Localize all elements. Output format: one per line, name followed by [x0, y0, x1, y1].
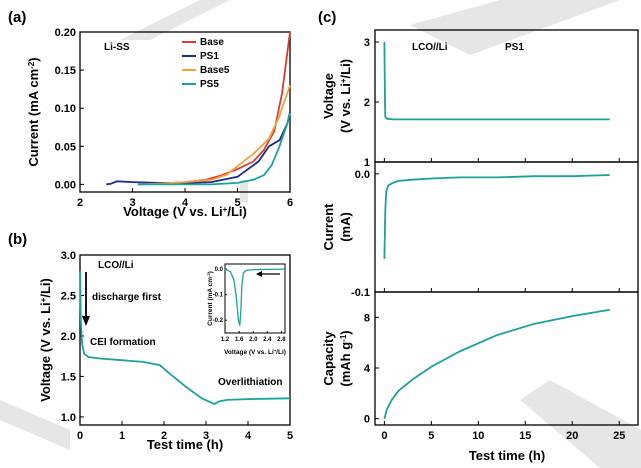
annotation-discharge-first: discharge first [92, 292, 162, 303]
x-tick-label: 2 [161, 430, 167, 442]
y-tick-label: 1 [364, 157, 370, 169]
x-tick-label: 20 [566, 430, 578, 442]
y-tick-label: 3.0 [61, 250, 76, 262]
annotation-li-ss: Li-SS [104, 42, 130, 53]
x-tick-label: 1 [119, 430, 125, 442]
legend-label: Base [200, 37, 224, 48]
inset-series-line [224, 268, 286, 326]
series-line-ps1 [106, 111, 291, 186]
x-tick-label: 10 [472, 430, 484, 442]
series-line-base5 [137, 85, 291, 186]
inset-x-tick-label: 1.6 [235, 337, 244, 343]
y-tick-label: 1.5 [61, 371, 76, 383]
watermark-shape [240, 180, 248, 202]
y-axis-title: Voltage [321, 73, 336, 119]
inset-y-tick-label: 0.0 [215, 267, 224, 273]
x-tick-label: 2 [77, 197, 83, 209]
panel-label: (c) [318, 9, 336, 26]
inset-y-tick-label: -0.1 [213, 293, 224, 299]
series-line-lco-li [79, 271, 291, 405]
y-axis-title-unit: (V vs. Li+/Li) [338, 59, 353, 133]
y-tick-label: -0.1 [351, 287, 370, 299]
legend-label: PS1 [200, 51, 219, 62]
y-tick-label: 8 [364, 312, 370, 324]
watermark-shape [520, 380, 641, 468]
x-tick-label: 5 [428, 430, 434, 442]
discharge-arrow-head [82, 316, 90, 326]
annotation-cei-formation: CEI formation [90, 337, 156, 348]
panel-c: (c) 1 2 3 Voltage (V vs. Li+/Li) 0.0 -0.1 Curren… [318, 9, 639, 463]
inset-y-axis-title: Current (mA cm-2) [206, 271, 215, 326]
x-tick-label: 15 [519, 430, 531, 442]
y-tick-label: 0.10 [55, 103, 76, 115]
y-axis-title-unit: (mAh g-1) [338, 330, 353, 386]
annotation-lco-li: LCO//Li [412, 42, 448, 53]
y-tick-label: 4 [364, 363, 371, 375]
series-line-voltage [383, 41, 610, 121]
series-line-capacity [383, 308, 610, 419]
y-axis-title: Capacity [321, 331, 336, 386]
watermark-shape [410, 0, 620, 55]
x-tick-label: 0 [381, 430, 387, 442]
x-tick-label: 6 [287, 197, 293, 209]
y-tick-label: 0.05 [55, 141, 76, 153]
subplot-frame [374, 291, 639, 426]
y-axis-title: Current [321, 203, 336, 251]
x-axis-title: Voltage (V vs. Li+/Li) [123, 204, 247, 219]
y-tick-label: 0.0 [355, 169, 370, 181]
y-axis-title: Current (mA cm-2) [26, 57, 41, 166]
y-tick-label: 2.5 [61, 290, 76, 302]
x-tick-label: 4 [245, 430, 252, 442]
y-tick-label: 0.00 [55, 179, 76, 191]
watermark-shape [120, 0, 230, 40]
panel-b: (b) 0 1 2 3 4 5 1.0 1.5 2.0 2.5 3.0 Test time (h) Vol… [8, 231, 293, 452]
y-axis-title-unit: (mA) [338, 212, 353, 242]
inset-x-tick-label: 2.4 [263, 337, 272, 343]
y-tick-label: 0.15 [55, 65, 76, 77]
y-tick-label: 1.0 [61, 412, 76, 424]
y-tick-label: 3 [364, 37, 370, 49]
y-tick-label: 2.0 [61, 331, 76, 343]
x-axis-title: Test time (h) [147, 437, 223, 452]
x-tick-label: 3 [129, 197, 135, 209]
legend-label: Base5 [200, 65, 230, 76]
plot-frame [79, 254, 291, 426]
inset-x-tick-label: 2.8 [277, 337, 286, 343]
inset-arrow-head [256, 271, 262, 277]
inset-x-tick-label: 2.0 [249, 337, 258, 343]
panel-label: (b) [8, 231, 27, 248]
y-tick-label: 0 [364, 414, 370, 426]
inset-x-axis-title: Voltage (V vs. Li+/Li) [224, 348, 286, 357]
panel-a: (a) 2 3 4 5 6 0.00 0.05 0.10 0.15 0.20 Voltage (V v… [8, 9, 293, 219]
x-axis-title: Test time (h) [469, 448, 545, 463]
x-tick-label: 5 [234, 197, 240, 209]
series-line-ps5 [137, 112, 291, 186]
subplot-frame [374, 161, 639, 293]
inset-frame [224, 263, 286, 334]
panel-label: (a) [8, 9, 26, 26]
annotation-overlithiation: Overlithiation [218, 377, 282, 388]
x-tick-label: 5 [287, 430, 293, 442]
y-axis-title: Voltage (V vs. Li+/Li) [38, 278, 53, 402]
x-tick-label: 25 [613, 430, 625, 442]
y-tick-label: 0.20 [55, 27, 76, 39]
annotation-ps1: PS1 [505, 42, 524, 53]
series-line-current [383, 174, 610, 259]
watermark-shape [0, 400, 70, 450]
x-tick-label: 0 [77, 430, 83, 442]
annotation-lco-li: LCO//Li [98, 260, 134, 271]
inset-x-tick-label: 1.2 [221, 337, 230, 343]
y-tick-label: 2 [364, 97, 370, 109]
inset-y-tick-label: -0.2 [213, 318, 224, 324]
legend-label: PS5 [200, 79, 219, 90]
x-tick-label: 3 [203, 430, 209, 442]
x-tick-label: 4 [182, 197, 189, 209]
